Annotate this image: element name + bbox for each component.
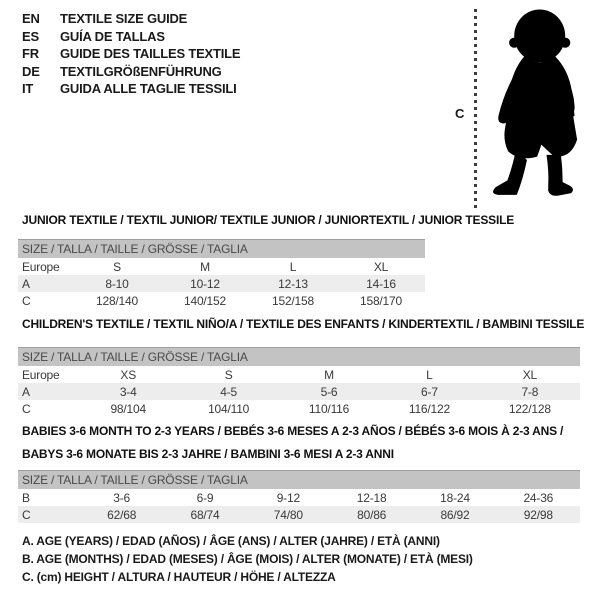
table-cell: XL [522, 367, 537, 382]
row-label: A [22, 384, 30, 399]
table-row: C 128/140 140/152 152/158 158/170 [18, 292, 425, 309]
table-cell: 128/140 [96, 293, 138, 308]
row-label: C [22, 401, 31, 416]
height-measure-label: C [455, 106, 465, 121]
table-cell: 74/80 [273, 507, 303, 522]
language-list: EN TEXTILE SIZE GUIDE ES GUÍA DE TALLAS … [22, 10, 241, 98]
table-cell: 24-36 [523, 490, 554, 505]
table-cell: XS [120, 367, 136, 382]
table-cell: 158/170 [360, 293, 402, 308]
children-size-header: SIZE / TALLA / TAILLE / GRÖSSE / TAGLIA [18, 347, 580, 366]
height-measure-line [474, 9, 477, 212]
table-cell: 80/86 [357, 507, 387, 522]
baby-silhouette-icon [493, 9, 578, 196]
row-label: B [22, 490, 30, 505]
table-cell: XL [373, 259, 389, 274]
table-cell: 10-12 [190, 276, 220, 291]
babies-table-title-line1: BABIES 3-6 MONTH TO 2-3 YEARS / BEBÉS 3-… [22, 424, 564, 438]
table-cell: 68/74 [190, 507, 220, 522]
table-cell: 3-4 [119, 384, 137, 399]
language-code: DE [22, 63, 40, 79]
row-label: C [22, 507, 31, 522]
table-cell: 14-16 [366, 276, 396, 291]
table-row: C 98/104 104/110 110/116 116/122 122/128 [18, 400, 580, 417]
language-row-de: DE TEXTILGRÖßENFÜHRUNG [22, 63, 240, 81]
children-table: Europe XS S M L XL A 3-4 4-5 5-6 6-7 7-8… [18, 366, 580, 417]
row-label: Europe [22, 259, 60, 274]
table-cell: 98/104 [110, 401, 146, 416]
table-row: B 3-6 6-9 9-12 12-18 18-24 24-36 [18, 489, 580, 506]
table-cell: 110/116 [308, 401, 350, 416]
language-label: TEXTILE SIZE GUIDE [60, 11, 188, 26]
language-row-it: IT GUIDA ALLE TAGLIE TESSILI [22, 80, 240, 98]
measure-legend: A. AGE (YEARS) / EDAD (AÑOS) / ÂGE (ANS)… [22, 532, 473, 586]
table-row: A 8-10 10-12 12-13 14-16 [18, 275, 425, 292]
table-cell: 86/92 [440, 507, 470, 522]
table-cell: 152/158 [272, 293, 314, 308]
language-label: TEXTILGRÖßENFÜHRUNG [60, 63, 222, 79]
legend-row-b: B. AGE (MONTHS) / EDAD (MESES) / ÂGE (MO… [22, 552, 473, 566]
table-cell: 4-5 [220, 384, 237, 399]
table-cell: 3-6 [113, 490, 131, 505]
table-cell: S [113, 259, 121, 274]
junior-table: Europe S M L XL A 8-10 10-12 12-13 14-16… [18, 258, 425, 309]
table-cell: M [324, 367, 334, 382]
table-row: C 62/68 68/74 74/80 80/86 86/92 92/98 [18, 506, 580, 523]
table-cell: 9-12 [276, 490, 300, 505]
language-label: GUIDE DES TAILLES TEXTILE [60, 46, 241, 61]
table-cell: 116/122 [408, 401, 450, 416]
children-table-title: CHILDREN'S TEXTILE / TEXTIL NIÑO/A / TEX… [22, 317, 585, 331]
table-cell: 6-7 [421, 384, 438, 399]
row-label: A [22, 276, 30, 291]
junior-table-title: JUNIOR TEXTILE / TEXTIL JUNIOR/ TEXTILE … [22, 213, 515, 227]
table-cell: L [289, 259, 297, 274]
babies-table-section: BABIES 3-6 MONTH TO 2-3 YEARS / BEBÉS 3-… [18, 424, 580, 523]
table-cell: 18-24 [440, 490, 470, 505]
children-table-section: CHILDREN'S TEXTILE / TEXTIL NIÑO/A / TEX… [18, 317, 585, 417]
babies-table: B 3-6 6-9 9-12 12-18 18-24 24-36 C 62/68… [18, 489, 580, 523]
table-cell: 12-18 [356, 490, 387, 505]
language-code: IT [22, 81, 34, 96]
language-label: GUIDA ALLE TAGLIE TESSILI [60, 81, 237, 96]
legend-row-c: C. (cm) HEIGHT / ALTURA / HAUTEUR / HÖHE… [22, 570, 336, 584]
junior-table-section: JUNIOR TEXTILE / TEXTIL JUNIOR/ TEXTILE … [18, 213, 515, 309]
row-label: C [22, 293, 31, 308]
table-cell: 140/152 [184, 293, 226, 308]
table-cell: 62/68 [107, 507, 137, 522]
table-row: Europe XS S M L XL [18, 366, 580, 383]
language-row-es: ES GUÍA DE TALLAS [22, 28, 240, 46]
language-code: ES [22, 28, 39, 44]
babies-size-header: SIZE / TALLA / TAILLE / GRÖSSE / TAGLIA [18, 470, 580, 489]
table-row: Europe S M L XL [18, 258, 425, 275]
junior-size-header: SIZE / TALLA / TAILLE / GRÖSSE / TAGLIA [18, 239, 425, 258]
language-row-en: EN TEXTILE SIZE GUIDE [22, 10, 240, 28]
table-cell: 7-8 [521, 384, 539, 399]
row-label: Europe [22, 367, 60, 382]
table-cell: L [426, 367, 433, 382]
table-cell: S [224, 367, 233, 382]
legend-row-a: A. AGE (YEARS) / EDAD (AÑOS) / ÂGE (ANS)… [22, 534, 440, 548]
language-label: GUÍA DE TALLAS [60, 28, 165, 44]
language-code: FR [22, 46, 39, 61]
table-cell: 8-10 [105, 276, 129, 291]
height-figure: C [455, 4, 592, 216]
table-cell: 122/128 [508, 401, 551, 416]
language-code: EN [22, 11, 40, 26]
table-cell: M [200, 259, 210, 274]
babies-table-title-line2: BABYS 3-6 MONATE BIS 2-3 JAHRE / BAMBINI… [22, 447, 394, 461]
table-cell: 5-6 [320, 384, 338, 399]
language-row-fr: FR GUIDE DES TAILLES TEXTILE [22, 45, 241, 63]
table-cell: 104/110 [208, 401, 250, 416]
table-cell: 6-9 [196, 490, 214, 505]
table-cell: 12-13 [278, 276, 308, 291]
table-row: A 3-4 4-5 5-6 6-7 7-8 [18, 383, 580, 400]
table-cell: 92/98 [523, 507, 553, 522]
